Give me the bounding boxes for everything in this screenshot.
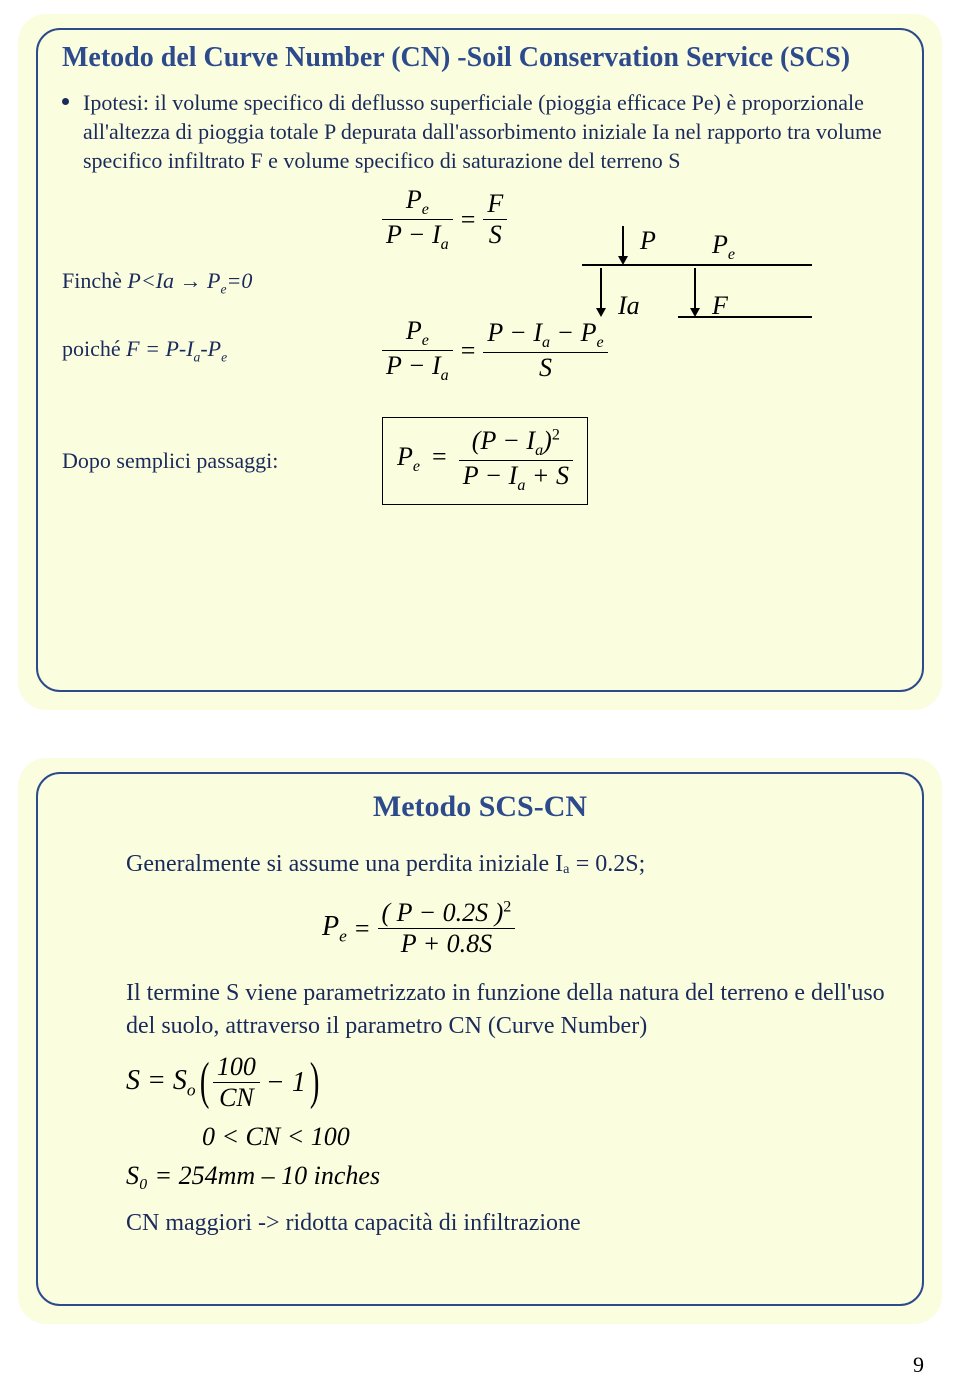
slide-2: Metodo SCS-CN Generalmente si assume una…: [18, 758, 942, 1324]
s0-line: S₀ = 254mm – 10 inches: [126, 1158, 898, 1193]
bullet-dot-icon: [62, 98, 69, 105]
para2: Il termine S viene parametrizzato in fun…: [126, 977, 898, 1042]
slide-2-title: Metodo SCS-CN: [62, 790, 898, 824]
cn-range: 0 < CN < 100: [202, 1119, 898, 1154]
finche-label: Finchè P<Ia → Pe=0: [62, 268, 322, 297]
formula-3-row: Dopo semplici passaggi: Pe = (P − Ia)2 P…: [62, 417, 898, 504]
label-ia: Ia: [618, 291, 640, 321]
slide-1: Metodo del Curve Number (CN) -Soil Conse…: [18, 14, 942, 710]
formula-s: S = So ( 100 CN − 1 ): [126, 1052, 898, 1113]
label-f: F: [712, 291, 728, 321]
hypothesis-bullet: Ipotesi: il volume specifico di deflusso…: [62, 88, 898, 175]
rainfall-diagram: P Pe Ia F: [582, 226, 832, 356]
hypothesis-text: Ipotesi: il volume specifico di deflusso…: [83, 88, 898, 175]
formula-pe-02s: Pe = ( P − 0.2S )2 P + 0.8S: [322, 898, 898, 959]
last-line: CN maggiori -> ridotta capacità di infil…: [126, 1207, 898, 1239]
formula-2: Pe P − Ia = P − Ia − Pe S: [382, 316, 608, 385]
slide-1-title: Metodo del Curve Number (CN) -Soil Conse…: [62, 42, 898, 74]
dopo-label: Dopo semplici passaggi:: [62, 448, 322, 474]
page-number: 9: [913, 1352, 924, 1378]
slide-1-inner: Metodo del Curve Number (CN) -Soil Conse…: [36, 28, 924, 692]
arrow-p-head-icon: [618, 256, 628, 265]
arrow-ia-head-icon: [596, 308, 606, 317]
formula-1: Pe P − Ia = F S: [382, 185, 507, 254]
label-p: P: [640, 226, 656, 256]
arrow-f-head-icon: [690, 308, 700, 317]
slide-2-inner: Metodo SCS-CN Generalmente si assume una…: [36, 772, 924, 1306]
label-pe: Pe: [712, 230, 735, 264]
diagram-top-line: [582, 264, 812, 266]
formula-3-box: Pe = (P − Ia)2 P − Ia + S: [382, 417, 588, 504]
line1: Generalmente si assume una perdita inizi…: [126, 848, 898, 880]
poiche-label: poiché F = P-Ia-Pe: [62, 336, 322, 365]
